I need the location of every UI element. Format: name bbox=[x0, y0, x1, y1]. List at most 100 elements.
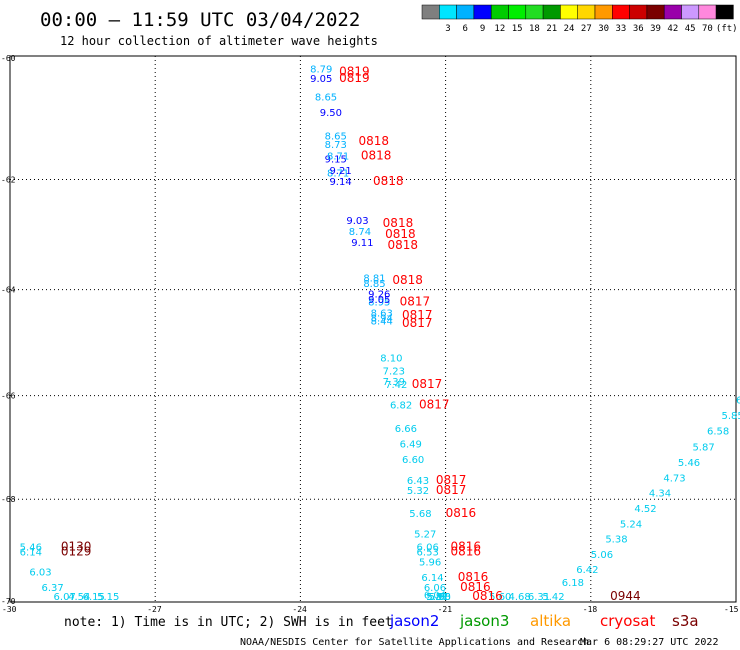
legend-swatch bbox=[612, 4, 630, 20]
wave-height-label: 8.94 bbox=[371, 314, 393, 325]
wave-height-label: 4.54 bbox=[68, 592, 90, 603]
y-tick-label: -64 bbox=[1, 286, 16, 295]
time-label: 0817 bbox=[402, 308, 433, 322]
legend-label: 24 bbox=[564, 24, 575, 34]
time-label: 0818 bbox=[358, 134, 389, 148]
time-label: 0818 bbox=[373, 174, 404, 188]
wave-height-label: 6.53 bbox=[417, 547, 439, 558]
x-tick-label: -27 bbox=[147, 605, 162, 614]
wave-height-label: 4.68 bbox=[509, 592, 531, 603]
legend-swatch bbox=[473, 4, 492, 20]
wave-height-label: 6.66 bbox=[395, 424, 417, 435]
satellite-altika: altika bbox=[530, 612, 571, 630]
time-label: 0816 bbox=[472, 589, 503, 603]
time-label: 0818 bbox=[361, 149, 392, 163]
legend-label: 27 bbox=[581, 24, 592, 34]
wave-height-label: 9.21 bbox=[329, 166, 351, 177]
wave-height-label: 8.65 bbox=[325, 131, 347, 142]
wave-height-label: 9.11 bbox=[351, 238, 373, 249]
x-tick-label: -30 bbox=[2, 605, 17, 614]
legend-label: 21 bbox=[546, 24, 557, 34]
wave-height-label: 9.15 bbox=[325, 155, 347, 166]
time-label: 0817 bbox=[436, 473, 467, 487]
wave-height-label: 4.34 bbox=[649, 489, 671, 500]
legend-label: 33 bbox=[616, 24, 627, 34]
time-label: 0817 bbox=[412, 377, 443, 391]
wave-height-label: 6.58 bbox=[707, 427, 729, 438]
time-label: 0817 bbox=[419, 398, 450, 412]
legend-swatch bbox=[490, 4, 509, 20]
time-label: 0817 bbox=[436, 483, 467, 497]
legend-swatch bbox=[439, 4, 457, 20]
legend-swatch bbox=[542, 4, 561, 20]
wave-height-label: 4.73 bbox=[663, 473, 685, 484]
legend-label: 70 bbox=[702, 24, 713, 34]
wave-height-label: 9.05 bbox=[368, 295, 390, 306]
wave-height-label: 9.50 bbox=[320, 108, 342, 119]
wave-height-label: 5.15 bbox=[97, 592, 119, 603]
footer-note: note: 1) Time is in UTC; 2) SWH is in fe… bbox=[64, 615, 393, 630]
wave-height-label: 6.14 bbox=[20, 547, 42, 558]
wave-height-label: 5.60 bbox=[489, 592, 511, 603]
y-tick-label: -66 bbox=[1, 392, 16, 401]
legend-swatch bbox=[715, 4, 734, 20]
wave-height-label: 5.46 bbox=[20, 542, 42, 553]
legend-label: 3 bbox=[445, 24, 450, 34]
wave-height-label: 9.26 bbox=[368, 290, 390, 301]
axis-ticks: -60 -62 -64 -66 -68 -70-30 -27 -24 -21 -18 -15 bbox=[1, 54, 739, 614]
wave-height-label: 5.96 bbox=[419, 558, 441, 569]
y-tick-label: -70 bbox=[1, 597, 16, 606]
legend-label: 18 bbox=[529, 24, 540, 34]
x-tick-label: -24 bbox=[292, 605, 307, 614]
satellite-legend: jason2 jason3 altika cryosat s3a bbox=[389, 612, 699, 630]
chart-title: 00:00 – 11:59 UTC 03/04/2022 bbox=[40, 9, 360, 31]
time-label: 0819 bbox=[339, 65, 370, 79]
wave-height-label: 7.42 bbox=[385, 380, 407, 391]
wave-height-label: 5.46 bbox=[678, 458, 700, 469]
x-tick-label: -18 bbox=[583, 605, 598, 614]
wave-height-label: 8.79 bbox=[310, 64, 332, 75]
wave-height-label: 6.14 bbox=[421, 573, 443, 584]
satellite-cryosat: cryosat bbox=[600, 612, 655, 630]
wave-height-label: 5.32 bbox=[407, 486, 429, 497]
y-tick-label: -62 bbox=[1, 176, 16, 185]
legend-label: 42 bbox=[667, 24, 678, 34]
wave-height-label: 9.05 bbox=[310, 74, 332, 85]
time-label: 0818 bbox=[385, 227, 416, 241]
wave-height-label: 6.06 bbox=[417, 542, 439, 553]
time-label: 0817 bbox=[400, 295, 431, 309]
legend-label: 45 bbox=[685, 24, 696, 34]
wave-height-label: 5.68 bbox=[429, 592, 451, 603]
legend-swatch bbox=[508, 4, 527, 20]
legend-swatch bbox=[577, 4, 596, 20]
wave-height-label: 5.85 bbox=[721, 411, 740, 422]
legend-label: 15 bbox=[512, 24, 523, 34]
wave-height-label: 5.24 bbox=[620, 519, 642, 530]
legend-swatch bbox=[698, 4, 717, 20]
legend-label: (ft) bbox=[716, 24, 738, 34]
color-scale-legend: 3 6 9 12 15 18 21 24 27 30 33 36 39 42 45 70 (ft) bbox=[421, 4, 738, 34]
satellite-jason3: jason3 bbox=[459, 612, 509, 630]
x-tick-label: -15 bbox=[724, 605, 739, 614]
chart-subtitle: 12 hour collection of altimeter wave hei… bbox=[60, 34, 378, 48]
time-label: 0818 bbox=[392, 273, 423, 287]
wave-height-label: 8.71 bbox=[327, 169, 349, 180]
legend-swatch bbox=[646, 4, 665, 20]
wave-height-label: 6.42 bbox=[576, 565, 598, 576]
time-label: 0816 bbox=[450, 544, 481, 558]
legend-swatch bbox=[456, 4, 475, 20]
wave-height-label: 9.03 bbox=[346, 216, 368, 227]
wave-height-label: 5.51 bbox=[426, 592, 448, 603]
wave-height-label: 6.37 bbox=[41, 583, 63, 594]
time-label: 0944 bbox=[610, 589, 641, 603]
legend-label: 9 bbox=[480, 24, 485, 34]
legend-label: 6 bbox=[463, 24, 468, 34]
wave-height-label: 7.23 bbox=[383, 367, 405, 378]
time-label: 0817 bbox=[402, 316, 433, 330]
wave-height-label: 8.95 bbox=[368, 298, 390, 309]
wave-height-label: 4.52 bbox=[634, 504, 656, 515]
wave-height-label: 8.71 bbox=[327, 152, 349, 163]
legend-label: 12 bbox=[494, 24, 505, 34]
wave-height-label: 8.10 bbox=[380, 354, 402, 365]
legend-label: 39 bbox=[650, 24, 661, 34]
